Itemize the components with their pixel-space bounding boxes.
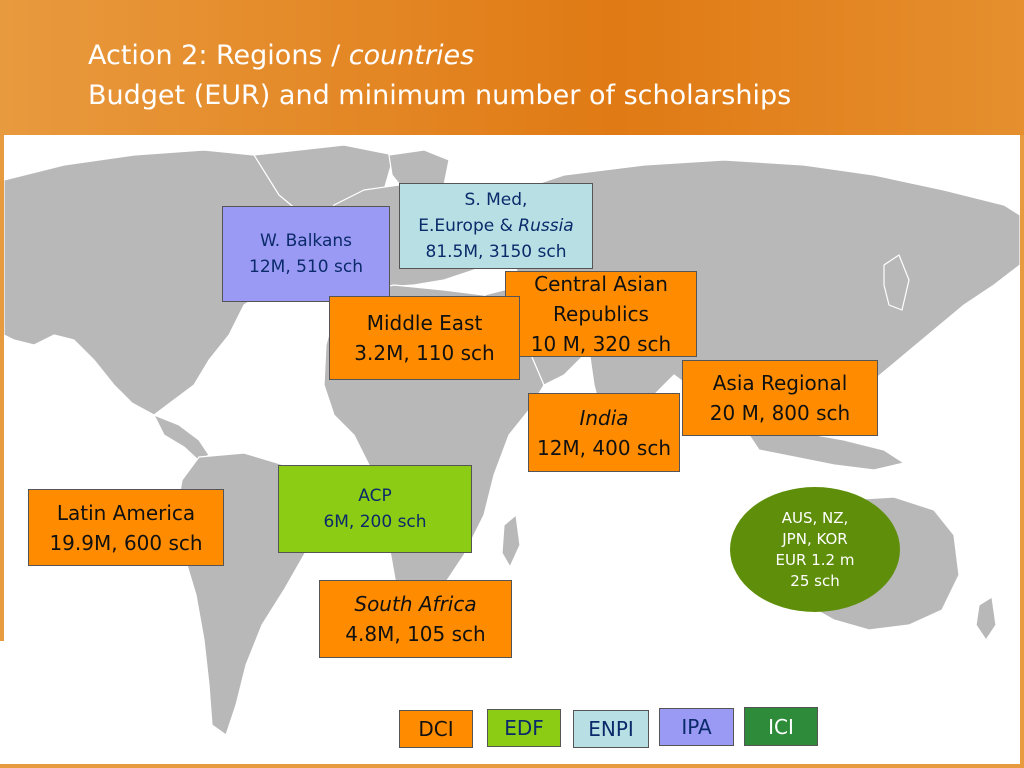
region-name: South Africa xyxy=(354,592,477,616)
region-budget: 19.9M, 600 sch xyxy=(49,530,203,555)
slide-title: Action 2: Regions / countries Budget (EU… xyxy=(88,36,791,116)
legend-edf: EDF xyxy=(487,709,561,747)
frame-edge-right xyxy=(1020,135,1024,768)
region-middle-east: Middle East 3.2M, 110 sch xyxy=(329,296,520,380)
region-w-balkans: W. Balkans 12M, 510 sch xyxy=(222,206,390,302)
frame-edge-left xyxy=(0,135,4,641)
title-line-2: Budget (EUR) and minimum number of schol… xyxy=(88,80,792,111)
region-name: India xyxy=(579,405,629,430)
region-acp: ACP 6M, 200 sch xyxy=(278,465,472,553)
region-south-africa: South Africa 4.8M, 105 sch xyxy=(319,580,512,658)
region-name-italic: Russia xyxy=(518,216,574,236)
region-budget: 81.5M, 3150 sch xyxy=(425,242,567,262)
region-budget: 12M, 510 sch xyxy=(249,257,363,277)
frame-edge-bottom xyxy=(0,764,1024,768)
legend-dci: DCI xyxy=(399,710,473,748)
region-name-prefix: E.Europe & xyxy=(418,216,519,236)
region-name: W. Balkans xyxy=(259,231,353,251)
region-name: Asia Regional xyxy=(712,371,848,395)
region-budget: 3.2M, 110 sch xyxy=(354,341,495,365)
region-budget: 4.8M, 105 sch xyxy=(345,622,486,646)
central-america-shape xyxy=(153,414,210,462)
region-india: India 12M, 400 sch xyxy=(528,393,680,472)
region-name: S. Med, xyxy=(464,190,528,210)
region-latin-america: Latin America 19.9M, 600 sch xyxy=(28,489,224,566)
japan-shape xyxy=(883,254,910,311)
region-budget: 10 M, 320 sch xyxy=(530,332,672,356)
region-name: Latin America xyxy=(56,500,196,525)
region-budget: 12M, 400 sch xyxy=(536,435,672,460)
title-line-1: Action 2: Regions / countries xyxy=(88,36,791,76)
region-name: AUS, NZ, xyxy=(781,508,849,527)
legend-ici: ICI xyxy=(744,707,818,746)
region-asia-regional: Asia Regional 20 M, 800 sch xyxy=(682,360,878,436)
legend-enpi: ENPI xyxy=(573,710,649,748)
region-name-line-2: JPN, KOR xyxy=(782,529,848,548)
region-name-line-2: Republics xyxy=(553,302,649,326)
region-name: Central Asian xyxy=(534,272,668,296)
title-prefix: Action 2: Regions / xyxy=(88,40,349,71)
title-italic: countries xyxy=(348,40,475,71)
region-budget: 6M, 200 sch xyxy=(323,512,427,532)
region-name-line-2: E.Europe & Russia xyxy=(418,213,573,239)
region-name: ACP xyxy=(358,486,392,506)
indonesia-shape xyxy=(748,430,905,471)
region-budget: 20 M, 800 sch xyxy=(709,401,851,425)
region-scholarships: 25 sch xyxy=(790,571,840,590)
region-aus-nz-jpn-kor: AUS, NZ, JPN, KOR EUR 1.2 m 25 sch xyxy=(730,487,900,612)
region-name: Middle East xyxy=(366,311,483,335)
new-zealand-shape xyxy=(975,596,997,641)
header-bar: Action 2: Regions / countries Budget (EU… xyxy=(0,0,1024,135)
region-s-med-e-europe-russia: S. Med, E.Europe & Russia 81.5M, 3150 sc… xyxy=(399,183,593,269)
region-central-asian-republics: Central Asian Republics 10 M, 320 sch xyxy=(505,271,697,357)
legend-ipa: IPA xyxy=(659,708,734,746)
madagascar-shape xyxy=(501,514,521,568)
region-budget: EUR 1.2 m xyxy=(775,550,855,569)
